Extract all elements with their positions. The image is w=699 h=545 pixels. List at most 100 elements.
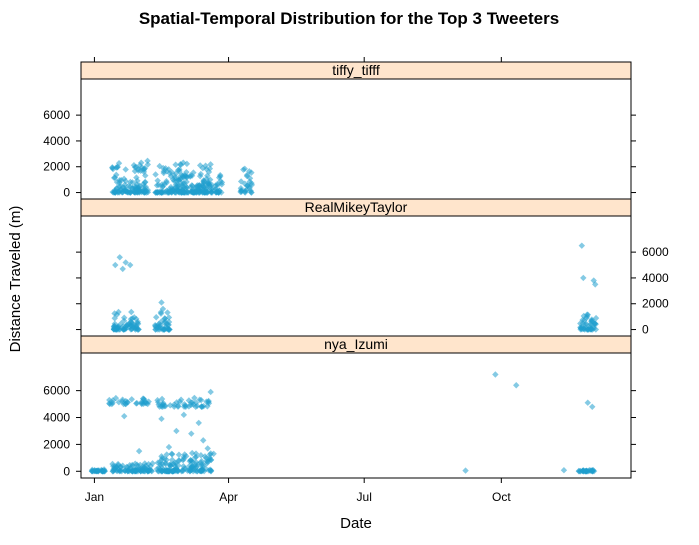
data-point bbox=[179, 456, 187, 464]
data-point bbox=[127, 321, 135, 329]
data-point bbox=[136, 182, 143, 189]
data-point bbox=[199, 463, 206, 470]
data-point bbox=[178, 171, 185, 179]
data-point bbox=[112, 394, 120, 402]
data-point bbox=[144, 468, 152, 475]
data-point bbox=[121, 467, 128, 474]
data-point bbox=[188, 449, 196, 457]
data-point bbox=[190, 169, 197, 176]
data-point bbox=[129, 462, 136, 470]
data-point bbox=[121, 314, 128, 321]
data-point bbox=[589, 403, 596, 410]
data-point bbox=[190, 189, 197, 196]
x-tick-label: Jan bbox=[85, 490, 104, 504]
data-point bbox=[163, 178, 170, 185]
data-point bbox=[189, 467, 197, 475]
data-point bbox=[207, 161, 214, 168]
data-point bbox=[203, 398, 210, 405]
data-point bbox=[248, 189, 255, 196]
data-point bbox=[192, 453, 200, 461]
data-point bbox=[214, 181, 222, 189]
data-point bbox=[204, 445, 211, 452]
data-point bbox=[180, 172, 188, 180]
data-point bbox=[130, 162, 138, 169]
data-point bbox=[167, 173, 175, 180]
data-point bbox=[128, 308, 135, 316]
data-point bbox=[196, 184, 204, 191]
strip-label: nya_Izumi bbox=[324, 336, 388, 352]
data-point bbox=[134, 318, 141, 326]
data-point bbox=[181, 451, 188, 458]
data-point bbox=[155, 181, 162, 189]
data-point bbox=[152, 326, 159, 333]
data-point bbox=[580, 312, 587, 320]
data-point bbox=[163, 456, 170, 464]
data-point bbox=[157, 310, 165, 317]
y-axis-label: Distance Traveled (m) bbox=[7, 206, 24, 353]
data-point bbox=[129, 179, 136, 186]
data-point bbox=[89, 467, 97, 475]
data-point bbox=[135, 165, 142, 173]
data-point bbox=[152, 171, 159, 178]
data-point bbox=[159, 183, 166, 191]
data-point bbox=[588, 316, 596, 323]
data-point bbox=[579, 320, 587, 327]
data-point bbox=[183, 183, 190, 191]
data-point bbox=[205, 188, 212, 195]
data-point bbox=[188, 430, 195, 437]
data-point bbox=[153, 314, 160, 321]
data-point bbox=[167, 462, 174, 469]
panel-frame bbox=[80, 352, 632, 479]
y-tick-label: 0 bbox=[642, 323, 649, 337]
data-point bbox=[122, 400, 129, 408]
data-point bbox=[216, 187, 223, 194]
data-point bbox=[584, 468, 591, 475]
data-point bbox=[100, 468, 107, 475]
data-point bbox=[189, 458, 196, 466]
data-point bbox=[169, 456, 176, 464]
data-point bbox=[132, 324, 140, 332]
data-point bbox=[206, 165, 214, 172]
y-tick-label: 4000 bbox=[43, 411, 70, 425]
data-point bbox=[163, 451, 170, 458]
data-point bbox=[153, 465, 161, 473]
panel-tiffy_tifff: tiffy_tifff 0 2000 4000 6000 bbox=[43, 61, 636, 200]
data-point bbox=[218, 181, 225, 188]
data-point bbox=[492, 371, 499, 378]
data-point bbox=[196, 162, 204, 169]
data-point bbox=[182, 465, 190, 472]
y-tick-label: 6000 bbox=[642, 245, 669, 259]
data-point bbox=[206, 176, 214, 183]
data-point bbox=[588, 467, 596, 474]
data-point bbox=[120, 175, 128, 183]
data-point bbox=[137, 159, 145, 166]
data-point bbox=[192, 403, 199, 410]
data-point bbox=[580, 317, 588, 324]
data-point bbox=[210, 450, 217, 458]
data-point bbox=[154, 177, 161, 184]
data-point bbox=[204, 458, 212, 466]
data-point bbox=[192, 459, 200, 466]
data-point bbox=[185, 403, 193, 410]
data-point bbox=[584, 326, 592, 333]
data-point bbox=[168, 188, 176, 196]
data-point bbox=[197, 396, 205, 404]
data-point bbox=[139, 465, 146, 473]
data-point bbox=[200, 402, 207, 410]
data-point bbox=[207, 388, 214, 396]
data-point bbox=[578, 242, 586, 249]
data-point bbox=[122, 166, 129, 173]
data-point bbox=[158, 299, 165, 306]
strip-label: RealMikeyTaylor bbox=[305, 199, 408, 215]
data-point bbox=[158, 415, 165, 423]
data-point bbox=[142, 172, 149, 179]
data-point bbox=[169, 468, 177, 475]
panel-nya_Izumi: nya_Izumi 0 2000 4000 6000 bbox=[43, 335, 636, 479]
data-point bbox=[583, 313, 591, 320]
data-point bbox=[174, 467, 181, 474]
data-point bbox=[111, 320, 119, 327]
data-point bbox=[115, 399, 123, 406]
data-point bbox=[513, 382, 520, 389]
data-point bbox=[580, 274, 587, 282]
